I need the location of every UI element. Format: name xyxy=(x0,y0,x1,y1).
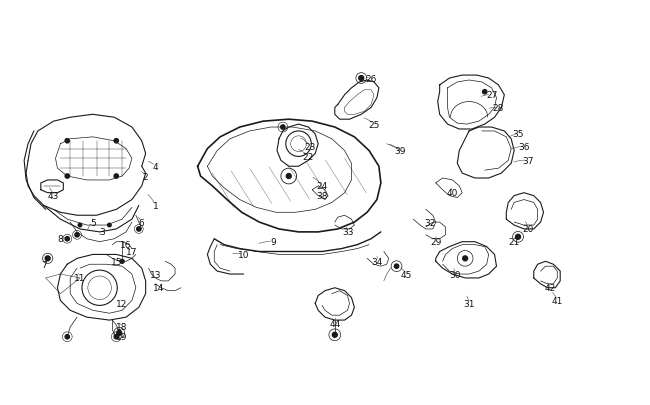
Circle shape xyxy=(120,260,124,264)
Circle shape xyxy=(136,227,141,232)
Circle shape xyxy=(65,139,70,143)
Circle shape xyxy=(114,139,118,143)
Circle shape xyxy=(286,174,291,179)
Text: 42: 42 xyxy=(545,284,556,292)
Circle shape xyxy=(65,175,70,179)
Text: 28: 28 xyxy=(493,104,504,113)
Text: 8: 8 xyxy=(58,234,63,244)
Text: 4: 4 xyxy=(153,162,158,171)
Circle shape xyxy=(332,333,337,337)
Text: 29: 29 xyxy=(430,238,441,247)
Circle shape xyxy=(114,175,118,179)
Circle shape xyxy=(114,335,118,339)
Circle shape xyxy=(78,224,82,227)
Text: 26: 26 xyxy=(365,75,377,83)
Circle shape xyxy=(482,90,487,95)
Circle shape xyxy=(395,264,398,269)
Text: 15: 15 xyxy=(111,257,122,266)
Text: 36: 36 xyxy=(518,143,530,152)
Text: 39: 39 xyxy=(395,147,406,156)
Text: 13: 13 xyxy=(150,270,161,279)
Text: 31: 31 xyxy=(463,299,474,308)
Text: 41: 41 xyxy=(552,296,563,305)
Text: 12: 12 xyxy=(116,299,128,308)
Text: 20: 20 xyxy=(522,225,534,234)
Text: 1: 1 xyxy=(153,201,159,211)
Text: 25: 25 xyxy=(369,120,380,129)
Text: 35: 35 xyxy=(512,130,524,139)
Circle shape xyxy=(281,126,285,130)
Text: 18: 18 xyxy=(116,323,128,332)
Circle shape xyxy=(65,237,70,241)
Text: 2: 2 xyxy=(143,172,148,181)
Text: 22: 22 xyxy=(303,153,314,162)
Circle shape xyxy=(65,335,70,339)
Text: 32: 32 xyxy=(424,218,436,227)
Text: 40: 40 xyxy=(447,189,458,198)
Text: 24: 24 xyxy=(317,182,328,191)
Text: 7: 7 xyxy=(41,260,47,269)
Text: 19: 19 xyxy=(116,333,128,341)
Text: 6: 6 xyxy=(139,218,144,227)
Text: 10: 10 xyxy=(238,250,250,259)
Text: 9: 9 xyxy=(270,238,276,247)
Text: 23: 23 xyxy=(305,143,316,152)
Text: 37: 37 xyxy=(522,156,534,165)
Text: 33: 33 xyxy=(342,228,354,237)
Text: 38: 38 xyxy=(317,192,328,200)
Text: 14: 14 xyxy=(153,284,164,292)
Text: 43: 43 xyxy=(48,192,59,200)
Text: 11: 11 xyxy=(74,274,86,283)
Circle shape xyxy=(75,233,79,237)
Text: 5: 5 xyxy=(90,218,96,227)
Text: 44: 44 xyxy=(329,319,341,328)
Circle shape xyxy=(46,256,50,261)
Circle shape xyxy=(359,77,364,81)
Text: 17: 17 xyxy=(126,247,138,256)
Text: 34: 34 xyxy=(371,257,383,266)
Circle shape xyxy=(108,224,111,227)
Circle shape xyxy=(515,235,521,240)
Text: 3: 3 xyxy=(99,228,105,237)
Text: 16: 16 xyxy=(120,241,132,249)
Circle shape xyxy=(463,256,467,261)
Text: 45: 45 xyxy=(400,270,412,279)
Circle shape xyxy=(117,330,122,335)
Text: 21: 21 xyxy=(508,238,520,247)
Text: 27: 27 xyxy=(486,91,497,100)
Text: 30: 30 xyxy=(450,270,461,279)
